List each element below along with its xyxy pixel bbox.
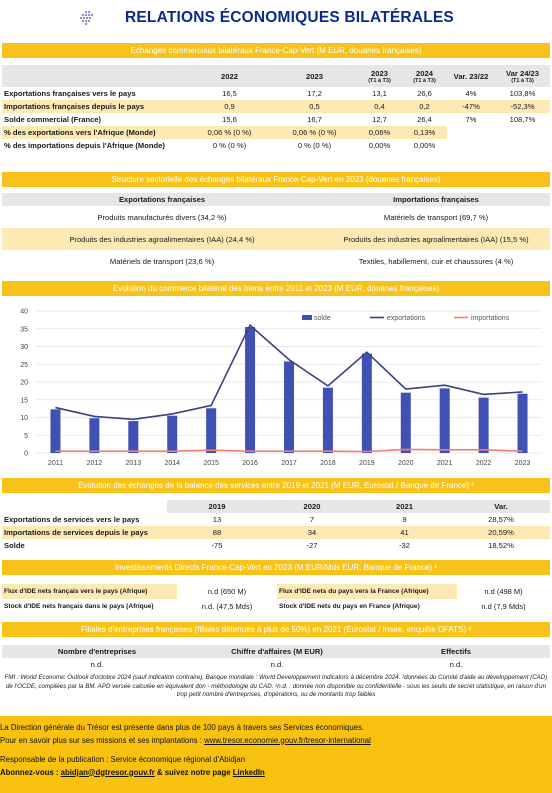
footer-line: Pour en savoir plus sur ses missions et … [0,735,371,745]
x-tick-label: 2016 [242,460,258,467]
header-cell: Var. 23/22 [447,65,495,87]
footer: La Direction générale du Trésor est prés… [0,716,552,793]
bar-solde [128,421,139,453]
table-row: Matériels de transport (23,6 %) Textiles,… [109,256,514,266]
y-tick-label: 20 [20,380,28,387]
bar-solde [478,397,489,453]
bar-solde [400,392,411,453]
x-tick-label: 2012 [87,460,103,467]
x-tick-label: 2014 [164,460,180,467]
bar-solde [245,326,256,453]
page-title: RELATIONS ÉCONOMIQUES BILATÉRALES [125,9,454,26]
footnote: FMI : World Economic Outlook d'octobre 2… [4,674,548,698]
x-tick-label: 2019 [359,460,375,467]
table-row: n.d. n.d. n.d. [90,660,463,669]
bar-solde [439,388,450,453]
y-tick-label: 30 [20,344,28,351]
footer-line: La Direction générale du Trésor est prés… [0,723,365,732]
section-header-ide: Investissements Directs France-Cap-Vert … [2,560,550,575]
legend-label-exportations: exportations [387,315,426,322]
trade-evolution-chart: 0 5 10 15 20 25 30 35 40 2011 2012 2013 2014 2015 2016… [2,297,550,475]
y-tick-label: 15 [20,397,28,404]
x-tick-label: 2013 [126,460,142,467]
bar-solde [322,387,333,453]
x-tick-label: 2021 [437,460,453,467]
trade-evolution-svg: 0 5 10 15 20 25 30 35 40 2011 2012 2013 2014 2015 2016… [20,309,542,467]
x-tick-label: 2017 [281,460,297,467]
bar-solde [206,408,217,453]
header-cell: 2024 (T1 à T3) [402,65,447,87]
legend-label-importations: importations [471,315,510,322]
table-row: Exportations de services vers le pays 13… [4,515,514,524]
bar-solde [167,415,178,453]
footer-line: Responsable de la publication : Service … [0,755,246,764]
services-table-header: 2019 2020 2021 Var. [2,500,550,513]
y-tick-label: 35 [20,326,28,333]
x-tick-label: 2022 [476,460,492,467]
y-tick-label: 5 [24,433,28,440]
section-header-evolution: Evolution du commerce bilatéral des bien… [2,281,550,296]
header-cell: Var 24/23 (T1 à T3) [495,65,550,87]
line-importations [55,448,523,453]
linkedin-link[interactable]: LinkedIn [232,767,265,777]
bar-solde [284,361,294,453]
table-row: Produits des industries agroalimentaires… [2,228,550,250]
x-tick-label: 2011 [48,460,63,467]
line-exportations [55,323,523,421]
y-tick-label: 40 [20,309,28,316]
grid-logo-icon [80,11,93,25]
filiales-table-header: Nombre d'entreprises Chiffre d'affaires (… [2,645,550,658]
bar-solde [50,409,61,453]
y-tick-label: 0 [24,451,28,458]
table-row: Flux d'IDE nets français vers le pays (A… [2,584,550,599]
table-row: % des importations depuis l'Afrique (Mon… [4,141,436,150]
section-header-structure: Structure sectorielle des échanges bilat… [2,172,550,187]
email-link[interactable]: abidjan@dgtresor.gouv.fr [60,767,155,777]
x-tick-label: 2020 [398,460,414,467]
structure-table-header: Exportations françaises Importations fra… [2,193,550,206]
table-row: Importations françaises depuis le pays 0… [2,100,550,113]
bar-solde [361,353,372,453]
bar-solde [517,393,528,453]
services-table: 2019 2020 2021 Var. Exportations de servic… [2,500,550,552]
y-tick-label: 25 [20,362,28,369]
trade-table-header: 2022 2023 2023 (T1 à T3) 2024 (T1 à T3) Va… [2,65,550,87]
footer-line: Abonnez-vous : abidjan@dgtresor.gouv.fr … [0,767,265,777]
filiales-table: Nombre d'entreprises Chiffre d'affaires (… [2,645,550,671]
header-cell: 2022 [187,65,272,87]
ide-table: Flux d'IDE nets français vers le pays (A… [2,584,550,614]
structure-table: Exportations françaises Importations fra… [2,193,550,272]
legend-swatch-solde [302,315,312,320]
tresor-link[interactable]: www.tresor.economie.gouv.fr/tresor-inter… [204,735,371,745]
header-cell: 2023 (T1 à T3) [357,65,402,87]
table-row: Produits manufacturés divers (34,2 %) Mat… [97,212,489,222]
table-row: % des exportations vers l'Afrique (Monde… [2,126,550,139]
table-row: Solde commercial (France) 15,6 16,7 12,7 2… [4,115,536,124]
section-header-trade: Echanges commerciaux bilatéraux France-C… [2,43,550,58]
table-row: Stock d'IDE nets français dans le pays (… [4,602,526,611]
table-row: Importations de services depuis le pays … [2,526,550,539]
bar-solde [89,418,100,453]
header-cell: 2023 [272,65,357,87]
y-tick-label: 10 [20,415,28,422]
table-row: Solde -75 -27 -32 18,52% [4,541,514,550]
x-tick-label: 2023 [515,460,531,467]
section-header-filiales: Filiales d'entreprises françaises (filia… [2,622,550,637]
header: RELATIONS ÉCONOMIQUES BILATÉRALES [0,8,552,28]
table-row: Exportations françaises vers le pays 16,… [4,89,536,98]
x-tick-label: 2015 [203,460,219,467]
trade-table: 2022 2023 2023 (T1 à T3) 2024 (T1 à T3) Va… [2,65,550,152]
section-header-services: Evolution des échanges de la balance des… [2,478,550,493]
legend-label-solde: solde [314,315,331,322]
x-tick-label: 2018 [320,460,336,467]
